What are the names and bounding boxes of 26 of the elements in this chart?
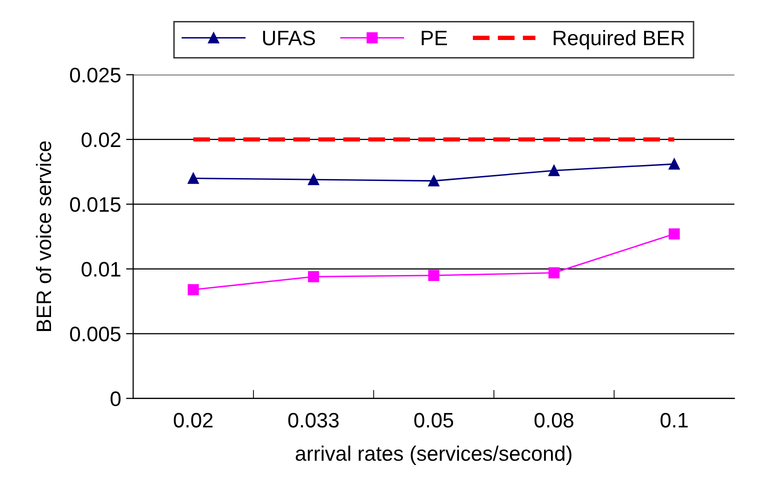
legend-label: Required BER: [554, 30, 684, 50]
point: [308, 174, 320, 186]
point: [668, 158, 680, 170]
x-tick-label: 0.1: [660, 412, 688, 428]
y-tick-label: 0.02: [82, 132, 120, 148]
point: [308, 271, 320, 282]
point: [548, 267, 560, 278]
point: [668, 228, 680, 240]
y-tick-label: 0.005: [70, 326, 120, 342]
legend-label: PE: [422, 30, 447, 46]
y-tick-label: 0: [110, 391, 121, 406]
y-tick-label: 0.01: [82, 262, 120, 277]
point: [428, 270, 440, 281]
point: [548, 164, 560, 176]
y-axis-title: BER of voice service: [36, 141, 52, 331]
legend-label: UFAS: [263, 30, 315, 46]
x-tick-label: 0.05: [414, 412, 454, 428]
y-tick-label: 0.015: [70, 197, 120, 212]
point: [188, 172, 199, 184]
x-tick-label: 0.08: [534, 412, 574, 428]
x-tick-label: 0.033: [288, 412, 339, 428]
point: [428, 175, 440, 186]
y-tick-label: 0.025: [70, 68, 120, 82]
point: [188, 284, 199, 296]
x-tick-label: 0.02: [174, 412, 213, 428]
x-axis-title: arrival rates (services/second): [296, 446, 572, 466]
